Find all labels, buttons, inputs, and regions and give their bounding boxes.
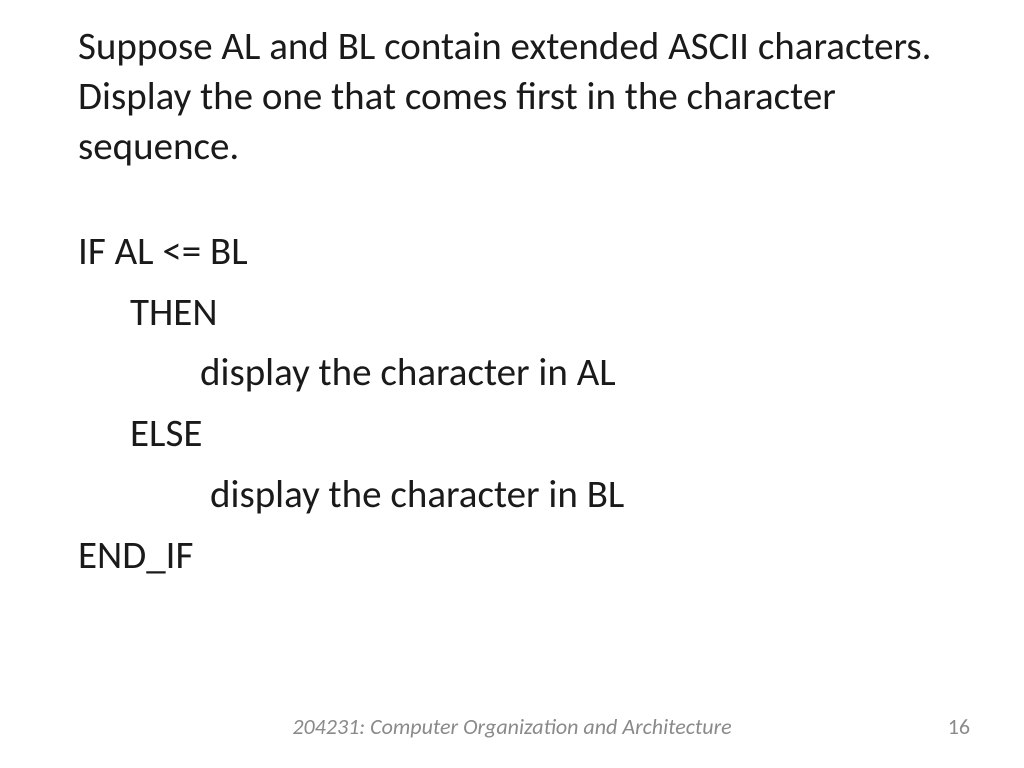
footer-course-label: 204231: Computer Organization and Archit…	[292, 713, 731, 740]
code-line-endif: END_IF	[78, 526, 946, 587]
slide-title: Suppose AL and BL contain extended ASCII…	[78, 22, 946, 172]
code-line-else: ELSE	[78, 404, 946, 465]
code-line-then: THEN	[78, 283, 946, 344]
pseudocode-block: IF AL <= BL THEN display the character i…	[78, 222, 946, 587]
code-line-else-body: display the character in BL	[78, 465, 946, 526]
page-number: 16	[948, 713, 970, 740]
slide-content: Suppose AL and BL contain extended ASCII…	[0, 0, 1024, 587]
slide-footer: 204231: Computer Organization and Archit…	[0, 713, 1024, 740]
code-line-if: IF AL <= BL	[78, 222, 946, 283]
code-line-then-body: display the character in AL	[78, 343, 946, 404]
